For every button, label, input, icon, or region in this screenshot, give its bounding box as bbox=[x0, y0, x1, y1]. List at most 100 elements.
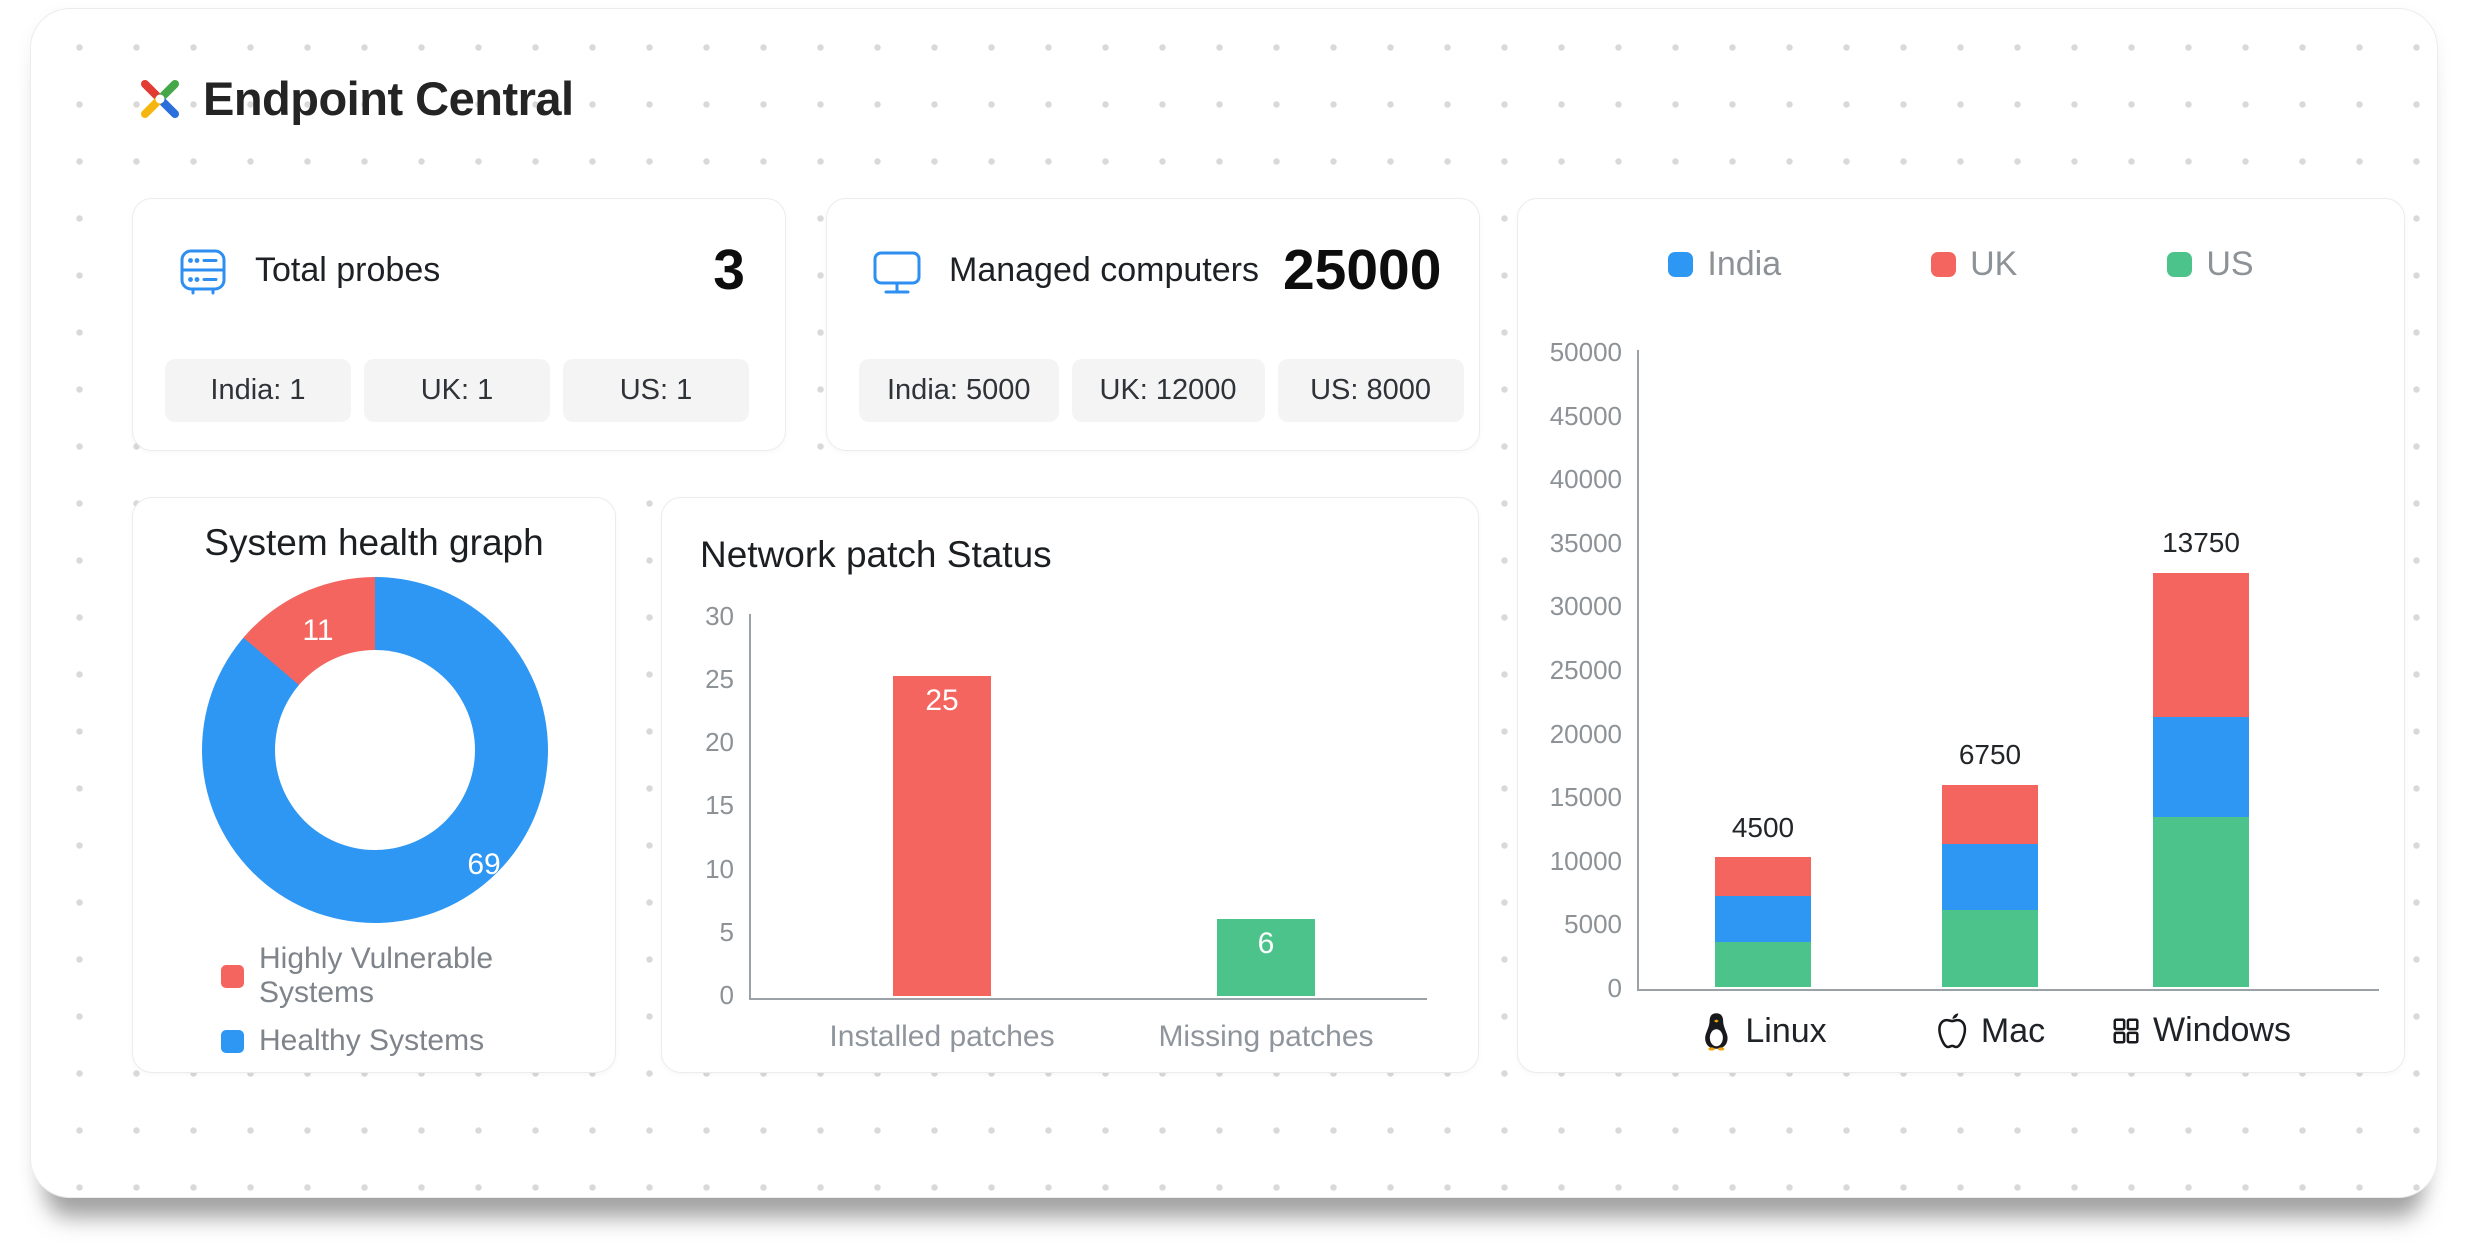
category-label-linux: Linux bbox=[1745, 1011, 1827, 1050]
legend-label-india: India bbox=[1707, 245, 1782, 283]
bar-value-label-mac: 6750 bbox=[1958, 739, 2022, 771]
uk-legend-swatch bbox=[1931, 252, 1957, 277]
chip-probes-us: US: 1 bbox=[563, 359, 749, 422]
category-windows: Windows bbox=[2111, 1011, 2291, 1050]
y-axis-tick-label: 20 bbox=[705, 727, 734, 758]
healthy-systems-count: 69 bbox=[467, 848, 501, 881]
legend-label-vulnerable: Highly Vulnerable Systems bbox=[259, 942, 494, 1009]
installed-patches-bar: 25 bbox=[893, 676, 991, 996]
chip-computers-uk: UK: 12000 bbox=[1071, 359, 1265, 422]
legend-label-us: US bbox=[2206, 245, 2254, 283]
x-axis-line bbox=[749, 998, 1427, 1000]
category-mac: Mac bbox=[1935, 1011, 2045, 1051]
total-probes-label: Total probes bbox=[255, 250, 441, 289]
stacked-bar-linux: 4500 bbox=[1715, 812, 1811, 987]
windows-grid-icon bbox=[2113, 1018, 2139, 1043]
stacked-bar-windows: 13750 bbox=[2153, 527, 2249, 987]
bar-segment-uk bbox=[1942, 785, 2038, 845]
category-missing-patches: Missing patches bbox=[1158, 1020, 1374, 1053]
total-probes-value: 3 bbox=[713, 238, 745, 302]
chip-computers-us: US: 8000 bbox=[1277, 359, 1464, 422]
healthy-legend-swatch bbox=[221, 1029, 244, 1053]
installed-patches-value: 25 bbox=[925, 684, 959, 717]
y-axis-line bbox=[1637, 350, 1639, 991]
india-legend-swatch bbox=[1668, 252, 1694, 277]
y-axis-tick-label: 15000 bbox=[1549, 782, 1622, 813]
y-axis-tick-label: 10 bbox=[705, 853, 734, 884]
y-axis-tick-label: 45000 bbox=[1549, 400, 1622, 431]
y-axis-tick-label: 25 bbox=[705, 664, 734, 695]
legend-label-uk: UK bbox=[1970, 245, 2018, 283]
bar-segment-us bbox=[1942, 910, 2038, 987]
missing-patches-value: 6 bbox=[1257, 927, 1275, 961]
network-patch-title: Network patch Status bbox=[700, 534, 1052, 575]
stacked-bar-mac: 6750 bbox=[1942, 739, 2038, 987]
probes-by-region: India: 1 UK: 1 US: 1 bbox=[165, 359, 749, 422]
managed-computers-header: Managed computers 25000 bbox=[827, 199, 1479, 303]
bar-value-label-windows: 13750 bbox=[2162, 526, 2240, 558]
probe-icon bbox=[180, 249, 226, 295]
chip-computers-india: India: 5000 bbox=[859, 359, 1059, 422]
missing-patches-bar: 6 bbox=[1217, 919, 1315, 996]
app-brand: Endpoint Central bbox=[133, 71, 574, 126]
y-axis-tick-label: 5000 bbox=[1564, 909, 1622, 940]
vulnerable-legend-swatch bbox=[221, 964, 244, 988]
legend-item-vulnerable[interactable]: Highly Vulnerable Systems bbox=[221, 942, 615, 1010]
vulnerable-systems-count: 11 bbox=[302, 614, 334, 647]
bar-stack-linux bbox=[1715, 857, 1811, 987]
y-axis-tick-label: 20000 bbox=[1549, 718, 1622, 749]
system-health-title: System health graph bbox=[204, 522, 544, 563]
y-axis-tick-label: 15 bbox=[705, 790, 734, 821]
category-linux: Linux bbox=[1699, 1011, 1827, 1051]
legend-label-healthy: Healthy Systems bbox=[259, 1024, 485, 1057]
y-axis-tick-label: 40000 bbox=[1549, 464, 1622, 495]
x-axis-line bbox=[1637, 989, 2379, 991]
y-axis-tick-label: 30000 bbox=[1549, 591, 1622, 622]
bar-segment-india bbox=[1715, 895, 1811, 943]
linux-penguin-icon bbox=[1705, 1013, 1728, 1051]
y-axis-tick-label: 25000 bbox=[1549, 654, 1622, 685]
bar-segment-india bbox=[1942, 844, 2038, 911]
endpoint-central-logo-icon bbox=[141, 79, 179, 118]
os-distribution-chart-card: India UK US 50000 45000 40000 35000 30000 250… bbox=[1517, 198, 2405, 1073]
y-axis-tick-label: 35000 bbox=[1549, 527, 1622, 558]
y-axis-tick-label: 5 bbox=[719, 916, 734, 947]
bar-stack-mac bbox=[1942, 785, 2038, 987]
bar-stack-windows bbox=[2153, 572, 2249, 987]
bar-segment-us bbox=[2153, 816, 2249, 987]
chip-probes-india: India: 1 bbox=[165, 359, 351, 422]
total-probes-card: Total probes 3 India: 1 UK: 1 US: 1 bbox=[132, 198, 786, 451]
bar-value-label-linux: 4500 bbox=[1731, 811, 1795, 843]
bar-segment-uk bbox=[2153, 572, 2249, 717]
bar-segment-india bbox=[2153, 716, 2249, 817]
dashboard-panel: Endpoint Central Total probes 3 bbox=[30, 8, 2438, 1198]
category-label-windows: Windows bbox=[2153, 1011, 2291, 1049]
category-label-mac: Mac bbox=[1980, 1011, 2046, 1050]
legend-item-india[interactable]: India bbox=[1668, 245, 1781, 284]
app-title: Endpoint Central bbox=[203, 72, 574, 125]
chip-probes-uk: UK: 1 bbox=[364, 359, 550, 422]
y-axis-tick-label: 10000 bbox=[1549, 845, 1622, 876]
category-installed-patches: Installed patches bbox=[829, 1020, 1055, 1053]
y-axis-line bbox=[749, 614, 751, 1000]
system-health-donut-chart: 11 69 bbox=[202, 577, 548, 923]
y-axis-tick-label: 0 bbox=[1607, 972, 1622, 1003]
bar-segment-uk bbox=[1715, 857, 1811, 896]
y-axis-tick-label: 30 bbox=[705, 601, 734, 631]
managed-computers-card: Managed computers 25000 India: 5000 UK: … bbox=[826, 198, 1480, 451]
managed-computers-value: 25000 bbox=[1282, 238, 1442, 302]
chart-legend: India UK US bbox=[1518, 245, 2404, 284]
y-axis-tick-label: 0 bbox=[719, 979, 734, 1010]
donut-hole bbox=[275, 650, 475, 850]
y-axis-labels: 50000 45000 40000 35000 30000 25000 20000 15000… bbox=[1518, 337, 1622, 1004]
managed-computers-label: Managed computers bbox=[949, 250, 1259, 289]
apple-icon bbox=[1938, 1013, 1967, 1049]
system-health-legend: Highly Vulnerable Systems Healthy System… bbox=[221, 942, 615, 1058]
installed-patches-bar-group: 25 bbox=[893, 676, 991, 996]
legend-item-uk[interactable]: UK bbox=[1931, 245, 2017, 284]
total-probes-header: Total probes 3 bbox=[133, 199, 785, 303]
missing-patches-bar-group: 6 bbox=[1217, 919, 1315, 996]
legend-item-healthy[interactable]: Healthy Systems bbox=[221, 1024, 615, 1058]
legend-item-us[interactable]: US bbox=[2167, 245, 2254, 284]
us-legend-swatch bbox=[2167, 252, 2193, 277]
